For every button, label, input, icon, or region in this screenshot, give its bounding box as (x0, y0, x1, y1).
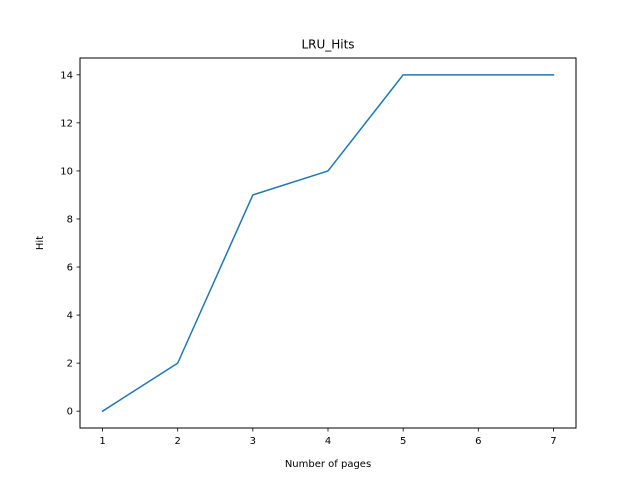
y-tick-label: 12 (60, 118, 73, 129)
x-tick-label: 6 (475, 436, 481, 447)
x-axis-ticks: 1 2 3 4 5 6 7 (99, 428, 557, 447)
y-tick-label: 6 (67, 263, 73, 274)
y-tick-label: 2 (67, 359, 73, 370)
plot-area (101, 74, 555, 413)
y-tick-label: 4 (67, 311, 73, 322)
x-tick-label: 7 (550, 436, 556, 447)
x-tick-label: 1 (99, 436, 105, 447)
x-tick-label: 3 (250, 436, 256, 447)
y-axis-ticks: 0 2 4 6 8 10 12 14 (60, 70, 80, 418)
y-axis-label: Hit (35, 236, 46, 250)
chart-title: LRU_Hits (301, 38, 354, 52)
series-line (101, 74, 555, 413)
y-tick-label: 10 (60, 166, 73, 177)
y-tick-label: 0 (67, 407, 73, 418)
x-tick-label: 5 (400, 436, 406, 447)
x-tick-label: 4 (325, 436, 331, 447)
x-axis-label: Number of pages (285, 459, 371, 470)
y-tick-label: 8 (67, 214, 73, 225)
x-tick-label: 2 (175, 436, 181, 447)
y-tick-label: 14 (60, 70, 73, 81)
axes-frame (79, 57, 577, 429)
